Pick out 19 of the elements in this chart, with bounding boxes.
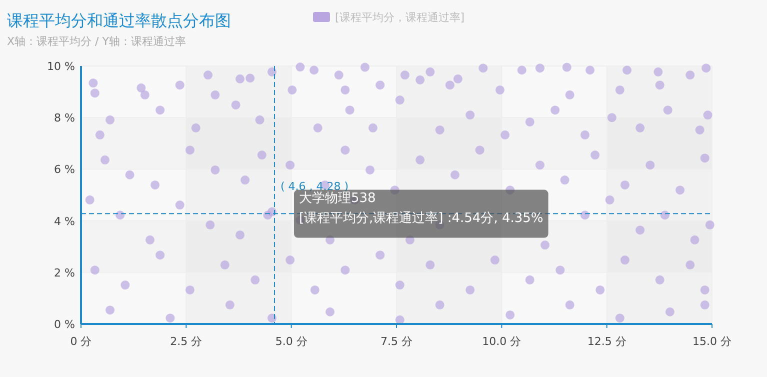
y-tick-label: 8 % <box>54 112 75 125</box>
legend-label: [课程平均分，课程通过率] <box>335 11 465 24</box>
x-tick-label: 12.5 分 <box>587 335 626 348</box>
x-tick-label: 0 分 <box>70 335 92 348</box>
x-tick-label: 2.5 分 <box>170 335 202 348</box>
chart-title: 课程平均分和通过率散点分布图 <box>7 11 231 30</box>
x-tick-label: 7.5 分 <box>380 335 412 348</box>
annotation: [课程平均分,课程通过率] :4.54分, 4.35% <box>298 210 544 226</box>
chart-subtitle: X轴：课程平均分 / Y轴：课程通过率 <box>7 35 186 48</box>
x-tick-label: 10.0 分 <box>482 335 522 348</box>
annotation: 大学物理538 <box>298 190 376 206</box>
y-tick-label: 2 % <box>54 266 75 280</box>
ref-line-label: ( 4.6 , 4.28 ) <box>280 180 349 193</box>
y-tick-label: 10 % <box>47 60 75 73</box>
y-tick-label: 4 % <box>54 214 75 228</box>
x-tick-label: 5.0 分 <box>275 335 308 348</box>
y-tick-label: 0 % <box>54 318 75 331</box>
y-tick-label: 6 % <box>54 163 75 176</box>
x-tick-label: 15.0 分 <box>692 335 732 348</box>
